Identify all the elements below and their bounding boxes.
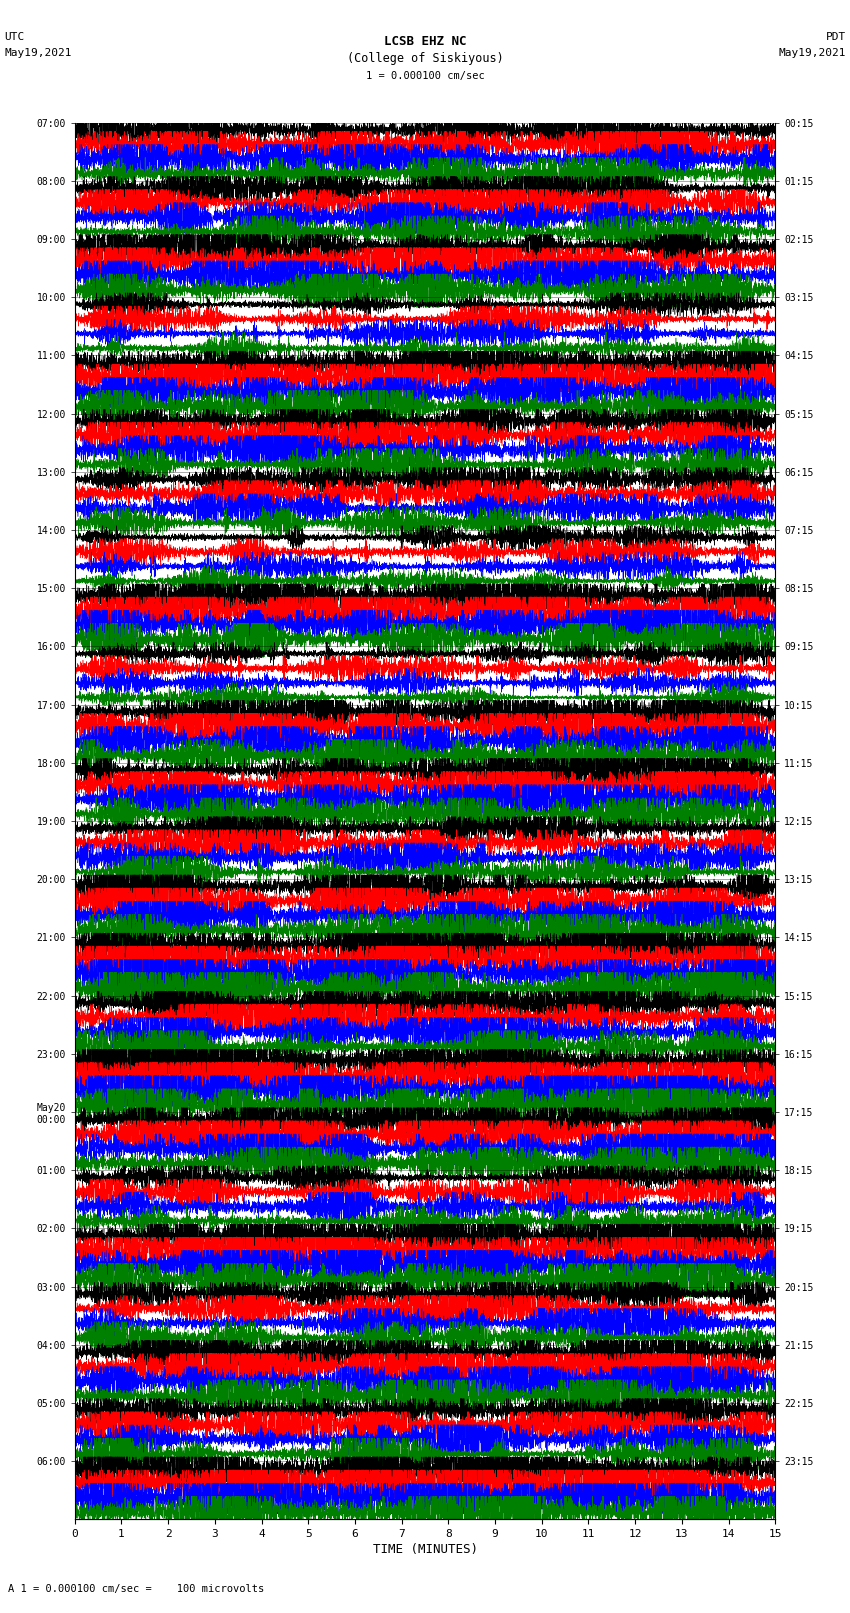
Text: LCSB EHZ NC: LCSB EHZ NC bbox=[383, 35, 467, 48]
Text: May19,2021: May19,2021 bbox=[779, 48, 846, 58]
Text: A 1 = 0.000100 cm/sec =    100 microvolts: A 1 = 0.000100 cm/sec = 100 microvolts bbox=[8, 1584, 264, 1594]
Text: PDT: PDT bbox=[825, 32, 846, 42]
Text: (College of Siskiyous): (College of Siskiyous) bbox=[347, 52, 503, 65]
Text: May19,2021: May19,2021 bbox=[4, 48, 71, 58]
X-axis label: TIME (MINUTES): TIME (MINUTES) bbox=[372, 1544, 478, 1557]
Text: UTC: UTC bbox=[4, 32, 25, 42]
Text: 1 = 0.000100 cm/sec: 1 = 0.000100 cm/sec bbox=[366, 71, 484, 81]
